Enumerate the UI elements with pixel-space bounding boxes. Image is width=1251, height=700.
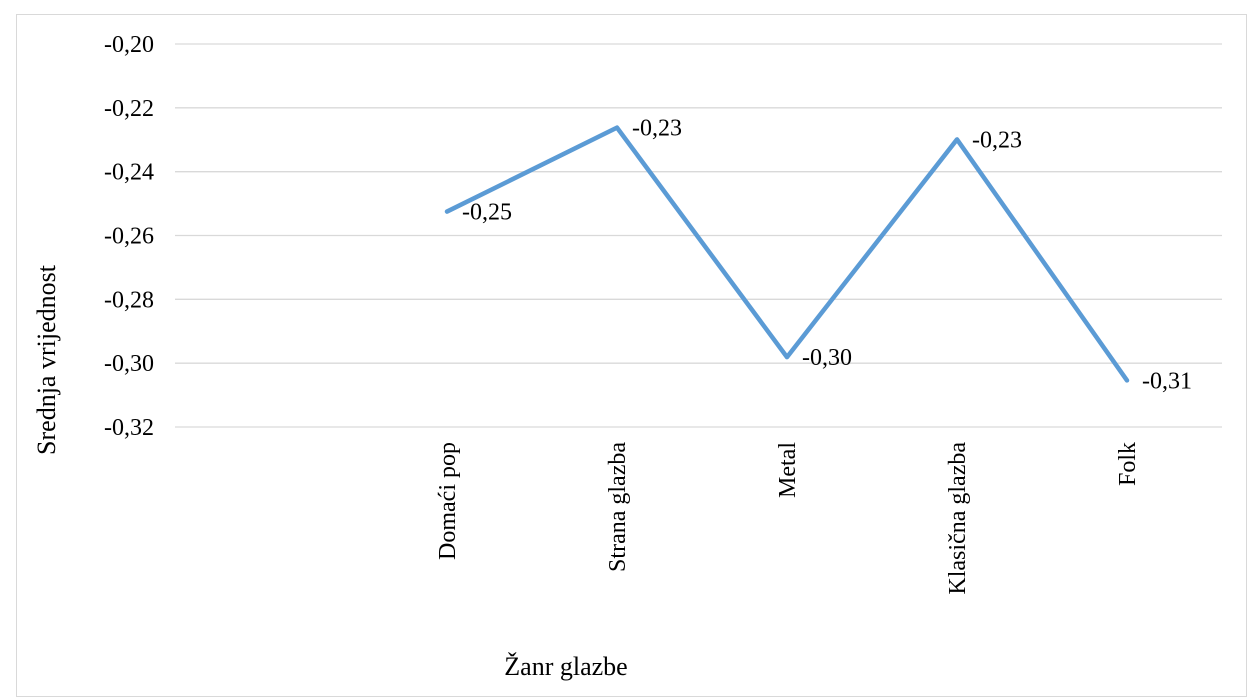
y-tick-label: -0,26 [104, 224, 154, 250]
y-tick-label: -0,24 [104, 160, 154, 186]
data-label: -0,25 [462, 200, 512, 226]
x-axis-tick-labels: Domaći pop Strana glazba Metal Klasična gla… [435, 442, 1141, 595]
x-tick-label: Klasična glazba [945, 442, 971, 595]
y-tick-label: -0,28 [104, 287, 154, 313]
data-labels: -0,25 -0,23 -0,30 -0,23 -0,31 [462, 116, 1192, 395]
y-tick-label: -0,32 [104, 415, 154, 441]
x-axis-title: Žanr glazbe [504, 652, 627, 681]
y-axis-tick-labels: -0,20 -0,22 -0,24 -0,26 -0,28 -0,30 -0,32 [104, 32, 154, 441]
data-label: -0,23 [632, 116, 682, 142]
data-label: -0,23 [972, 127, 1022, 153]
y-axis-title: Srednja vrijednost [32, 264, 61, 455]
chart-frame [16, 14, 1247, 697]
gridlines [175, 43, 1222, 428]
y-tick-label: -0,20 [104, 32, 154, 58]
y-tick-label: -0,30 [104, 351, 154, 377]
x-tick-label: Metal [775, 442, 801, 498]
series-line [444, 125, 1130, 383]
x-tick-label: Strana glazba [605, 442, 631, 572]
x-tick-label: Folk [1115, 442, 1141, 486]
data-label: -0,30 [802, 345, 852, 371]
data-label: -0,31 [1142, 368, 1192, 394]
x-tick-label: Domaći pop [435, 442, 461, 560]
y-tick-label: -0,22 [104, 96, 154, 122]
series-line-group [444, 125, 1130, 383]
